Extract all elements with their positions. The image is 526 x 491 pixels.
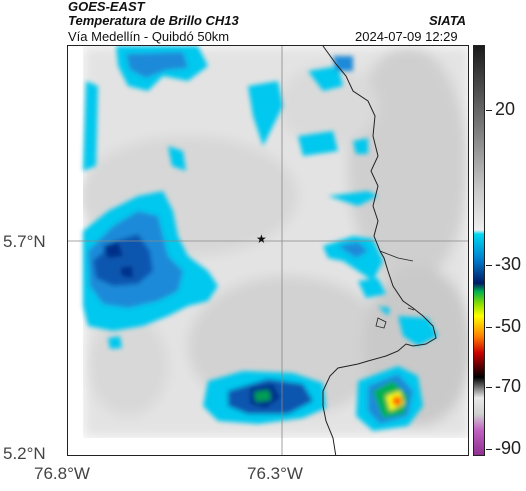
colorbar-label-neg30: -30	[495, 254, 522, 274]
colorbar-label-20: 20	[495, 99, 516, 119]
satellite-title: GOES-EAST	[68, 0, 145, 14]
colorbar-tick	[486, 449, 492, 450]
route-label: Vía Medellín - Quibdó 50km	[68, 29, 230, 44]
colorbar-tick	[486, 110, 492, 111]
colorbar-tick	[486, 327, 492, 328]
brand-label: SIATA	[429, 13, 467, 28]
colorbar-tick	[486, 387, 492, 388]
lat-label-5.2: 5.2°N	[3, 444, 46, 463]
satellite-map[interactable]: ★	[67, 45, 469, 456]
cold-cloud-tops	[83, 46, 438, 431]
datetime-label: 2024-07-09 12:29	[355, 29, 458, 44]
lon-label-76.8: 76.8°W	[34, 464, 90, 483]
colorbar-label-neg50: -50	[495, 316, 522, 336]
colorbar-tick	[486, 265, 492, 266]
lon-label-76.3: 76.3°W	[247, 464, 303, 483]
lat-label-5.7: 5.7°N	[3, 232, 46, 251]
colorbar-label-neg70: -70	[495, 376, 522, 396]
location-marker: ★	[256, 232, 267, 246]
product-title: Temperatura de Brillo CH13	[68, 13, 239, 28]
boundary-line	[322, 46, 437, 455]
colorbar-label-neg90: -90	[495, 438, 522, 458]
temperature-colorbar	[473, 45, 485, 456]
map-canvas	[68, 46, 468, 455]
